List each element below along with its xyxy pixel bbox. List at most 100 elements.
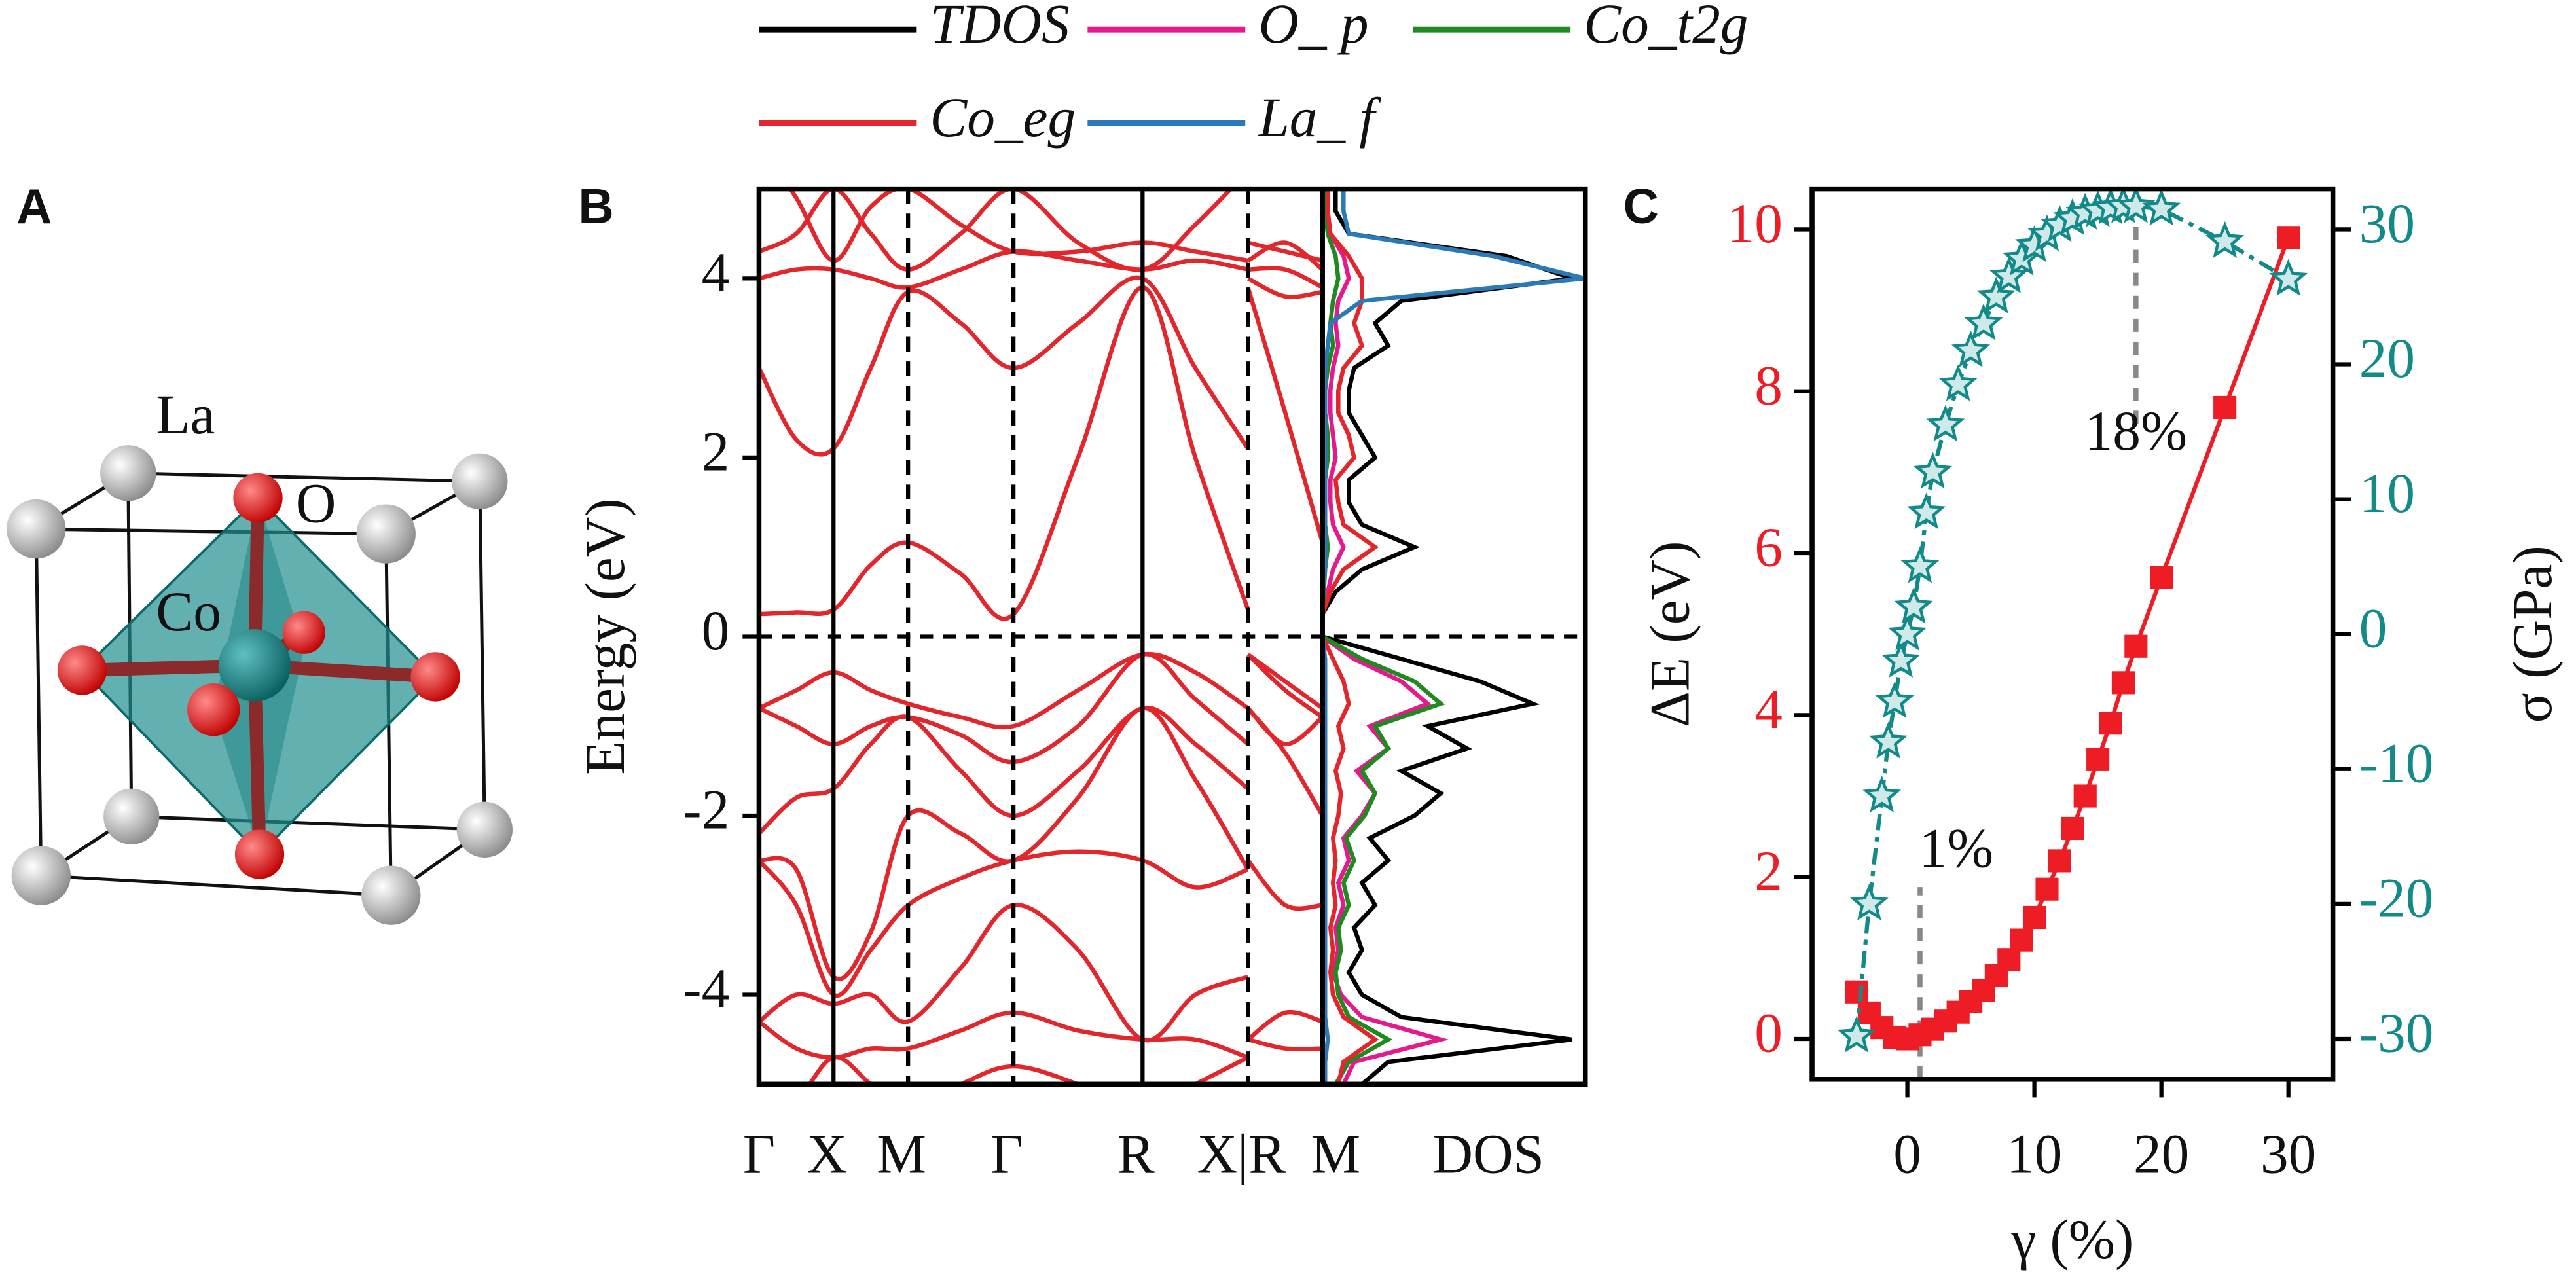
- legend-label: O_ p: [1258, 0, 1368, 55]
- atom-label: La: [156, 384, 215, 446]
- point: [2142, 189, 2181, 226]
- x-axis-label: γ (%): [2010, 1209, 2133, 1271]
- band-line: [1246, 859, 1323, 911]
- point: [1976, 276, 2016, 314]
- dos-line: [1322, 189, 1445, 1085]
- y2-tick-label: -30: [2359, 1003, 2434, 1064]
- point: [1894, 587, 1933, 624]
- x-axis-label: DOS: [1432, 1123, 1544, 1185]
- atom-label: O: [296, 473, 336, 535]
- point: [1875, 681, 1914, 718]
- point: [1881, 640, 1921, 678]
- x-tick-label: M: [877, 1123, 926, 1185]
- y-tick-label: 10: [1727, 193, 1783, 255]
- y-tick-label: 0: [1754, 1003, 1783, 1064]
- point: [2213, 395, 2237, 420]
- y-tick-label: 4: [1754, 679, 1783, 740]
- y-tick-label: -2: [683, 780, 729, 841]
- point: [2073, 784, 2097, 808]
- point: [2277, 226, 2300, 249]
- point: [1837, 1015, 1876, 1053]
- band-line: [1246, 240, 1323, 272]
- point: [1845, 980, 1868, 1004]
- x-tick-label: 10: [2006, 1123, 2062, 1185]
- y-tick-label: 4: [702, 242, 730, 304]
- y-tick-label: 6: [1754, 517, 1783, 579]
- y-tick-label: 0: [702, 600, 730, 662]
- band-line: [807, 1055, 1249, 1085]
- y2-tick-label: 20: [2359, 328, 2415, 390]
- series-line: [1855, 236, 2291, 1042]
- o-atoms: [57, 473, 460, 879]
- y2-tick-label: -20: [2359, 867, 2434, 929]
- legend-label: TDOS: [930, 0, 1069, 55]
- point: [2035, 877, 2059, 901]
- band-line: [1246, 706, 1323, 746]
- x-tick-label: X: [807, 1123, 847, 1185]
- point: [1913, 452, 1953, 489]
- point: [2023, 905, 2046, 930]
- dos-line: [1322, 189, 1379, 1085]
- band-line: [1246, 287, 1323, 543]
- band-line: [1246, 653, 1323, 710]
- band-line: [759, 849, 1249, 998]
- dos-line: [1322, 189, 1449, 1085]
- point: [2111, 671, 2135, 695]
- y2-tick-label: 30: [2359, 193, 2415, 255]
- point: [1900, 546, 1940, 583]
- x-tick-label: X|R: [1197, 1123, 1286, 1185]
- y2-tick-label: 10: [2359, 463, 2415, 524]
- co-atom: [218, 629, 291, 702]
- point: [1907, 492, 1946, 530]
- point: [2099, 712, 2122, 735]
- x-tick-label: Γ: [990, 1123, 1023, 1185]
- band-line: [1246, 1009, 1323, 1042]
- y-tick-label: 2: [1754, 841, 1783, 902]
- point: [1862, 775, 1902, 812]
- y2-tick-label: 0: [2359, 598, 2387, 659]
- point: [1849, 883, 1889, 920]
- y-tick-label: -4: [683, 958, 729, 1020]
- point: [2150, 566, 2173, 589]
- x-tick-label: 0: [1893, 1123, 1921, 1185]
- x-tick-label: Γ: [743, 1123, 775, 1185]
- dos-line: [1322, 189, 1573, 1085]
- band-line: [759, 706, 1250, 981]
- point: [2048, 849, 2071, 873]
- point: [1951, 330, 1991, 367]
- band-line: [1247, 240, 1323, 263]
- point: [2061, 816, 2084, 841]
- x-tick-label: R: [1117, 1123, 1155, 1185]
- legend-label: La_ f: [1258, 87, 1381, 149]
- point: [1888, 613, 1927, 651]
- point: [1926, 405, 1965, 442]
- la-atoms: [7, 445, 513, 925]
- point: [1989, 256, 2029, 293]
- band-line: [1246, 706, 1323, 817]
- y2-tick-label: -10: [2359, 733, 2434, 794]
- band-line: [1248, 1102, 1322, 1112]
- y-tick-label: 2: [702, 421, 730, 482]
- dos: [1322, 189, 1586, 1085]
- o-atom: [282, 611, 325, 654]
- point: [2086, 748, 2110, 771]
- band-line: [788, 189, 1248, 263]
- y-axis-label: ΔE (eV): [1639, 541, 1701, 727]
- plot-frame: [756, 186, 1588, 1087]
- dos-line: [1322, 189, 1586, 1085]
- y-tick-label: 8: [1754, 355, 1783, 416]
- x-tick-label: 30: [2260, 1123, 2316, 1185]
- y-axis-label: Energy (eV): [575, 498, 636, 774]
- band-line: [759, 285, 1250, 621]
- crystal-structure: A La O Co: [7, 179, 513, 925]
- point: [1938, 364, 1978, 401]
- atom-label: Co: [156, 581, 221, 643]
- band-line: [1247, 1037, 1323, 1051]
- band-line: [1246, 276, 1323, 299]
- legend-label: Co_eg: [930, 87, 1076, 149]
- band-line: [1246, 653, 1323, 719]
- point: [2269, 259, 2308, 296]
- x-tick-label: 20: [2133, 1123, 2189, 1185]
